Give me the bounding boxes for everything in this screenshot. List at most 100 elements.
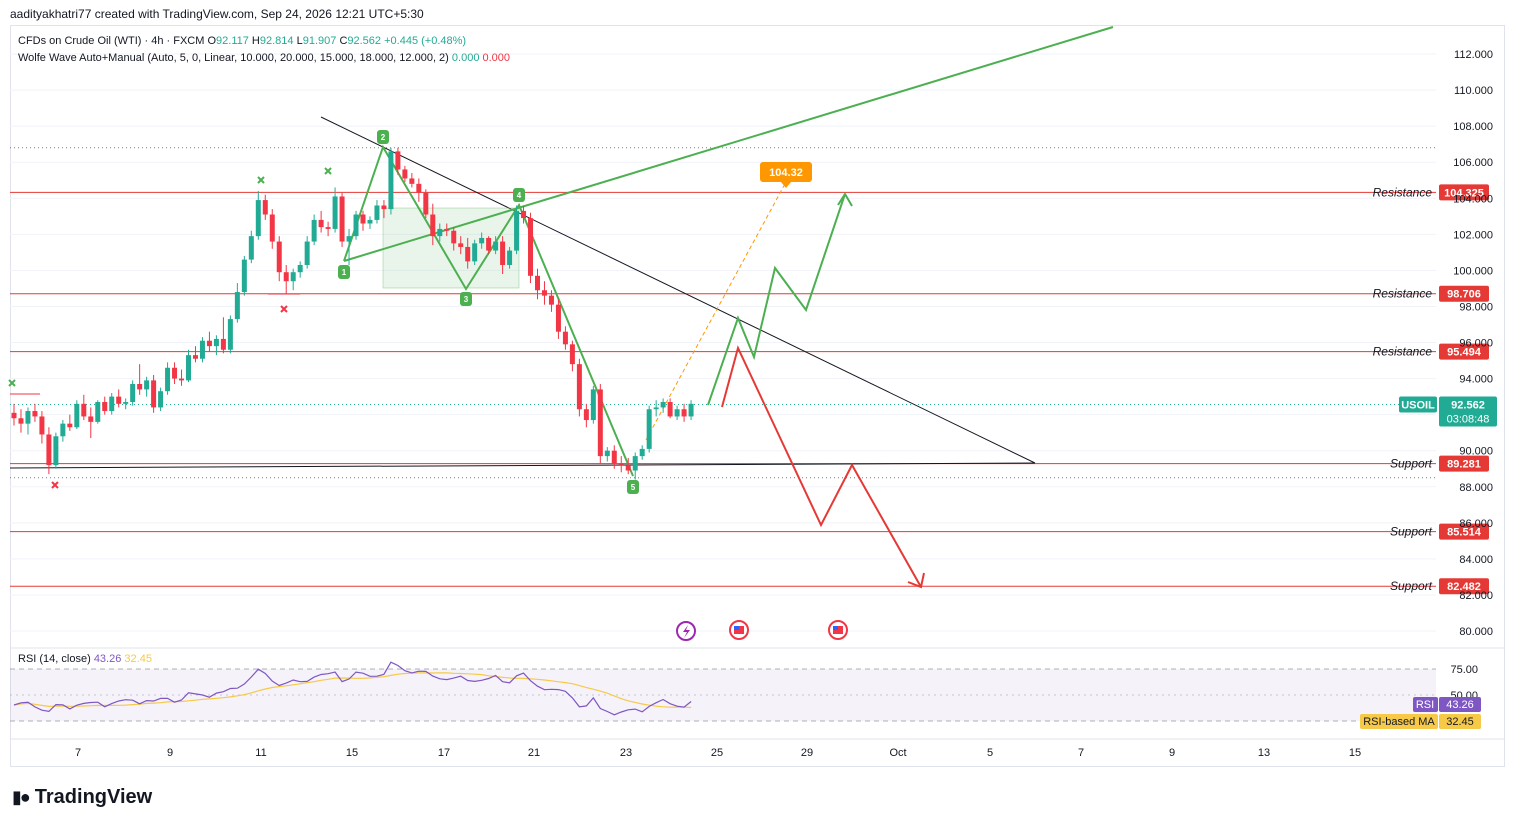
cross-marker-icon [280, 305, 288, 313]
candle-body [639, 448, 645, 457]
time-tick-label: 9 [167, 747, 173, 759]
time-tick-label: Oct [889, 747, 906, 759]
rsi-ma-value-badge-text: 32.45 [1446, 716, 1474, 728]
wave-point-label: 1 [342, 268, 347, 277]
candle-body [458, 243, 464, 247]
rsi-legend[interactable]: RSI (14, close) 43.26 32.45 [18, 653, 152, 665]
candle-body [360, 214, 366, 224]
candle-body [667, 402, 673, 417]
candle-body [81, 403, 87, 417]
candle-body [311, 219, 317, 242]
candle-body [67, 423, 73, 428]
price-tick-label: 104.000 [1453, 193, 1493, 205]
price-tick-label: 86.000 [1459, 518, 1493, 530]
candle-body [144, 380, 150, 390]
flag-canton [734, 626, 739, 630]
rsi-tick-label: 75.00 [1450, 664, 1478, 676]
close-label: C [339, 35, 348, 47]
candle-body [562, 331, 568, 345]
candle-body [660, 402, 666, 408]
candle-body [158, 391, 164, 408]
price-tick-label: 106.000 [1453, 157, 1493, 169]
candle-body [346, 236, 352, 242]
high-value: 92.814 [259, 35, 294, 47]
bearish-arrowhead [907, 572, 925, 589]
bearish-projection-path [721, 345, 922, 588]
indicator-legend[interactable]: Wolfe Wave Auto+Manual (Auto, 5, 0, Line… [18, 52, 510, 64]
wave-point-label: 4 [517, 191, 522, 200]
candle-body [60, 423, 66, 437]
candle-body [646, 409, 652, 449]
candle-body [611, 450, 617, 464]
price-tick-label: 80.000 [1459, 626, 1493, 638]
candle-body [688, 403, 694, 417]
indicator-value-1: 0.000 [451, 52, 480, 64]
wolfe-target-line [343, 26, 1114, 262]
last-price-text: 92.562 [1451, 400, 1485, 412]
price-tick-label: 94.000 [1459, 374, 1493, 386]
candle-body [548, 295, 554, 305]
chart-frame [10, 25, 1505, 767]
price-tick-label: 96.000 [1459, 338, 1493, 350]
wave-point-marker [627, 480, 639, 494]
low-value: 91.907 [302, 35, 337, 47]
candle-body [130, 383, 136, 403]
indicator-value-2: 0.000 [482, 52, 511, 64]
time-tick-label: 7 [1078, 747, 1084, 759]
candle-body [32, 411, 38, 417]
candle-body [109, 396, 115, 412]
candle-body [213, 338, 219, 347]
time-tick-label: 13 [1258, 747, 1270, 759]
price-tick-label: 112.000 [1454, 49, 1493, 61]
flag-canton [833, 626, 838, 630]
rsi-badge-label: RSI [1416, 699, 1434, 711]
symbol-legend[interactable]: CFDs on Crude Oil (WTI) · 4h · FXCM O92.… [18, 35, 466, 47]
candle-body [388, 151, 394, 210]
candle-body [255, 200, 261, 237]
candle-body [423, 192, 429, 215]
price-tick-label: 82.000 [1459, 590, 1493, 602]
candle-body [451, 230, 457, 244]
candle-body [88, 416, 94, 422]
change-value: +0.445 (+0.48%) [384, 35, 467, 47]
candle-body [234, 292, 240, 320]
price-tick-label: 84.000 [1459, 554, 1493, 566]
time-tick-label: 21 [528, 747, 540, 759]
rsi-ma-value: 32.45 [124, 653, 152, 665]
level-price-text: 82.482 [1447, 581, 1481, 593]
candle-body [297, 264, 303, 273]
time-tick-label: 25 [711, 747, 723, 759]
wave-point-marker [377, 130, 389, 144]
candle-body [535, 275, 540, 291]
rsi-name: RSI (14, close) [18, 653, 91, 665]
rsi-value-badge-text: 43.26 [1446, 699, 1474, 711]
level-label: Support [1390, 579, 1433, 593]
close-value: 92.562 [347, 35, 382, 47]
candle-body [137, 383, 143, 390]
candle-body [409, 178, 415, 184]
candle-body [192, 355, 198, 359]
candle-body [241, 259, 247, 293]
candle-body [395, 151, 401, 170]
candle-body [430, 214, 436, 237]
tradingview-logo[interactable]: ▮● TradingView [12, 786, 152, 809]
time-tick-label: 9 [1169, 747, 1175, 759]
wave-point-marker [338, 265, 350, 279]
candle-body [625, 465, 631, 471]
candle-body [681, 409, 687, 417]
wave-point-label: 5 [631, 483, 636, 492]
candle-body [11, 412, 17, 419]
time-tick-label: 5 [987, 747, 993, 759]
level-price-text: 104.325 [1444, 187, 1484, 199]
candle-body [269, 214, 275, 242]
wave-point-label: 2 [381, 133, 386, 142]
candle-body [123, 402, 129, 404]
price-tick-label: 98.000 [1459, 301, 1493, 313]
candle-body [444, 228, 450, 231]
level-label: Support [1390, 525, 1433, 539]
candle-body [39, 416, 45, 435]
candle-body [102, 402, 108, 412]
candle-body [521, 210, 527, 219]
wave-point-marker [513, 188, 525, 202]
